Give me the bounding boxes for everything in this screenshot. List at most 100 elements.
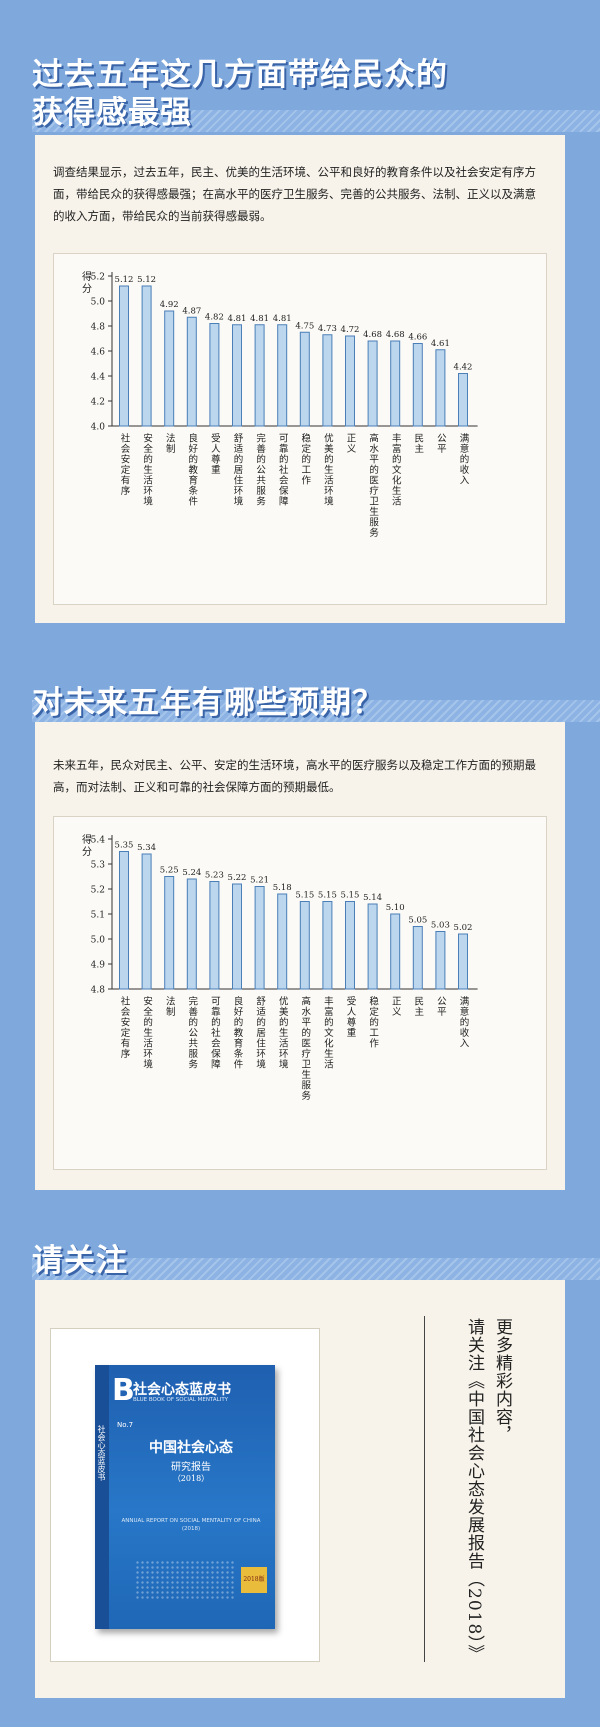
bar: [367, 903, 378, 990]
y-axis-title: 分: [82, 283, 92, 295]
bar: [186, 316, 197, 427]
title-stripe: [32, 110, 600, 132]
category-label: 可靠的社会保障: [209, 996, 221, 1070]
bar-value-label: 4.72: [341, 325, 360, 335]
category-label: 良好的教育条件: [186, 432, 198, 506]
bar: [164, 310, 175, 427]
y-tick-label: 5.3: [91, 861, 106, 871]
book-spine: 社会心态蓝皮书: [95, 1365, 109, 1629]
bar: [458, 373, 468, 427]
bar-value-label: 5.18: [273, 883, 292, 893]
category-label: 稳定的工作: [367, 995, 379, 1048]
category-label: 公平: [435, 996, 447, 1017]
category-label: 正义: [345, 433, 357, 454]
y-tick-label: 4.8: [91, 323, 106, 333]
bar-value-label: 5.03: [431, 921, 450, 931]
bar-value-label: 5.22: [228, 873, 247, 883]
bar: [119, 285, 129, 427]
bar: [141, 853, 152, 990]
chart1: 4.0 4.2 4.4 4.6 4.8 5.0 5.2得分 5.12 社会安定有序 5.12 安全的…: [82, 271, 478, 538]
bar-value-label: 4.42: [454, 363, 473, 373]
bar: [209, 881, 220, 990]
bar-value-label: 5.05: [408, 916, 427, 926]
bar: [277, 893, 288, 990]
category-label: 完善的公共服务: [186, 995, 198, 1069]
bar-value-label: 4.68: [363, 330, 382, 340]
y-tick-label: 4.8: [91, 986, 106, 996]
y-axis-title: 分: [82, 846, 92, 858]
category-label: 社会安定有序: [119, 432, 131, 496]
y-tick-label: 4.6: [91, 348, 106, 358]
bar: [299, 331, 310, 427]
category-label: 可靠的社会保障: [277, 433, 289, 507]
category-label: 公平: [435, 433, 447, 454]
book-series-en: BLUE BOOK OF SOCIAL MENTALITY: [133, 1397, 229, 1403]
title-stripe: [32, 1258, 600, 1280]
bar-value-label: 5.12: [137, 275, 156, 285]
bar-value-label: 4.68: [386, 330, 405, 340]
category-label: 受人尊重: [209, 432, 221, 475]
category-label: 优美的生活环境: [277, 995, 289, 1069]
book-title: 中国社会心态: [149, 1440, 233, 1456]
bar-value-label: 4.75: [295, 321, 314, 331]
category-label: 完善的公共服务: [254, 432, 266, 506]
category-label: 舒适的居住环境: [254, 995, 266, 1069]
bar-value-label: 4.92: [160, 300, 179, 310]
bar: [412, 926, 423, 990]
chart2: 4.8 4.9 5.0 5.1 5.2 5.3 5.4得分 5.35 社会安定有序 5.34 安全的…: [82, 834, 478, 1101]
category-label: 民主: [412, 433, 424, 454]
book-cover: 社会心态蓝皮书 B 社会心态蓝皮书 BLUE BOOK OF SOCIAL ME…: [95, 1365, 275, 1629]
category-label: 法制: [164, 432, 176, 454]
bar-value-label: 5.14: [363, 893, 382, 903]
category-label: 稳定的工作: [299, 432, 311, 485]
bar: [254, 886, 265, 990]
category-label: 高水平的医疗卫生服务: [367, 432, 379, 538]
bar-value-label: 5.24: [182, 868, 201, 878]
bar: [141, 285, 152, 427]
bar-value-label: 5.15: [318, 891, 337, 901]
bar: [164, 876, 175, 990]
bar: [186, 878, 197, 990]
section2-panel: 未来五年，民众对民主、公平、安定的生活环境，高水平的医疗服务以及稳定工作方面的预…: [35, 722, 565, 1190]
category-label: 丰富的文化生活: [390, 432, 402, 506]
bar-value-label: 5.34: [137, 843, 156, 853]
bar: [345, 335, 355, 427]
book-edition-badge: 2018版: [241, 1567, 267, 1593]
y-tick-label: 5.2: [91, 886, 105, 896]
book-spine-text: 社会心态蓝皮书: [97, 1425, 106, 1481]
bar: [367, 340, 378, 427]
book-dot-pattern: [135, 1560, 235, 1600]
bar: [299, 901, 310, 990]
y-tick-label: 4.2: [91, 398, 105, 408]
bar: [277, 324, 288, 427]
book-year: （2018）: [172, 1474, 210, 1483]
category-label: 安全的生活环境: [141, 432, 153, 506]
bar: [119, 851, 129, 990]
category-label: 民主: [412, 996, 424, 1017]
bar-value-label: 5.10: [386, 903, 405, 913]
section1-title-line2: 获得感最强: [32, 95, 192, 131]
category-label: 法制: [164, 995, 176, 1017]
category-label: 优美的生活环境: [322, 432, 334, 506]
bar-value-label: 4.81: [273, 314, 292, 324]
bar-value-label: 4.81: [228, 314, 247, 324]
category-label: 舒适的居住环境: [232, 432, 244, 506]
y-tick-label: 4.0: [91, 423, 106, 433]
y-axis-title: 得: [82, 271, 92, 283]
y-tick-label: 5.1: [91, 911, 105, 921]
bar-value-label: 5.15: [341, 891, 360, 901]
y-tick-label: 5.0: [91, 298, 106, 308]
book-english-title: ANNUAL REPORT ON SOCIAL MENTALITY OF CHI…: [121, 1518, 261, 1532]
y-tick-label: 4.9: [91, 961, 106, 971]
bar-value-label: 5.15: [295, 891, 314, 901]
section3-title: 请关注: [32, 1243, 128, 1279]
category-label: 安全的生活环境: [141, 995, 153, 1069]
bar: [390, 913, 401, 990]
category-label: 满意的收入: [458, 433, 470, 486]
category-label: 社会安定有序: [119, 995, 131, 1059]
bar: [254, 324, 265, 427]
note-line2: 请关注《中国社会心态发展报告（2018）》: [464, 1318, 484, 1663]
category-label: 满意的收入: [458, 996, 470, 1049]
y-axis-title: 得: [82, 834, 92, 846]
section1-panel: 调查结果显示，过去五年，民主、优美的生活环境、公平和良好的教育条件以及社会安定有…: [35, 135, 565, 623]
